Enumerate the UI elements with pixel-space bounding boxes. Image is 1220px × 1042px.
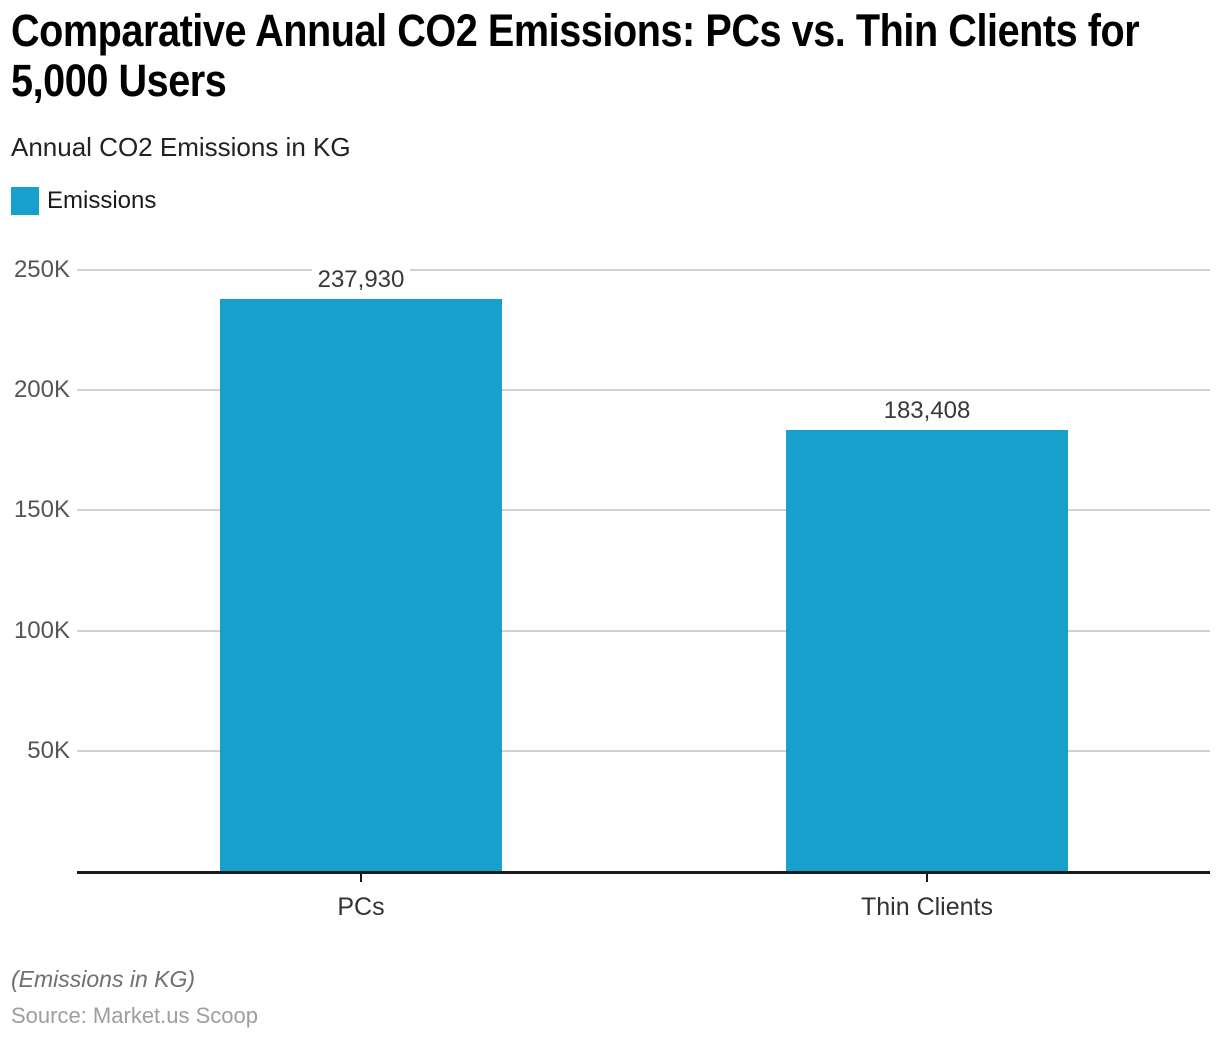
y-axis-tick-label: 50K (27, 736, 70, 764)
source-credit: Source: Market.us Scoop (11, 1003, 259, 1028)
legend-swatch-icon (11, 187, 39, 215)
y-axis-tick-label: 150K (13, 496, 70, 524)
x-axis-line (77, 871, 1210, 874)
x-axis-tick (926, 874, 928, 882)
y-gridline (77, 509, 1210, 512)
x-axis-category-label: PCs (337, 893, 385, 921)
bar-value-label: 183,408 (807, 396, 1047, 426)
chart-title: Comparative Annual CO2 Emissions: PCs vs… (11, 5, 1140, 106)
y-gridline (77, 629, 1210, 632)
y-axis-tick-label: 100K (13, 616, 70, 644)
y-gridline (77, 749, 1210, 752)
chart-subtitle: Annual CO2 Emissions in KG (11, 132, 351, 162)
footnote: (Emissions in KG) (11, 966, 196, 992)
y-gridline (77, 389, 1210, 392)
legend-item-emissions[interactable]: Emissions (11, 187, 156, 215)
bar-pcs[interactable] (220, 299, 502, 871)
bar-thin-clients[interactable] (786, 430, 1068, 871)
y-axis-tick-label: 250K (13, 256, 70, 283)
bar-value-label: 237,930 (241, 265, 481, 295)
x-axis-tick (360, 874, 362, 882)
x-axis-category-label: Thin Clients (861, 893, 993, 921)
y-gridline (77, 269, 1210, 271)
legend-label: Emissions (47, 187, 157, 214)
y-axis-tick-label: 200K (13, 376, 70, 404)
